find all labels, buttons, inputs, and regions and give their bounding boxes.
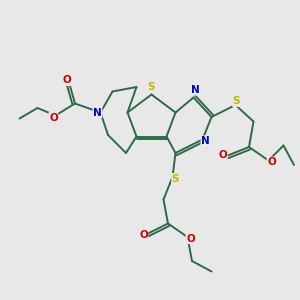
Text: O: O bbox=[186, 233, 195, 244]
Text: O: O bbox=[62, 75, 71, 85]
Text: N: N bbox=[190, 85, 200, 95]
Text: O: O bbox=[139, 230, 148, 240]
Text: S: S bbox=[148, 82, 155, 92]
Text: S: S bbox=[233, 96, 240, 106]
Text: O: O bbox=[49, 112, 58, 123]
Text: N: N bbox=[93, 107, 102, 118]
Text: O: O bbox=[218, 150, 227, 161]
Text: N: N bbox=[201, 136, 210, 146]
Text: O: O bbox=[267, 157, 276, 167]
Text: S: S bbox=[172, 173, 179, 184]
